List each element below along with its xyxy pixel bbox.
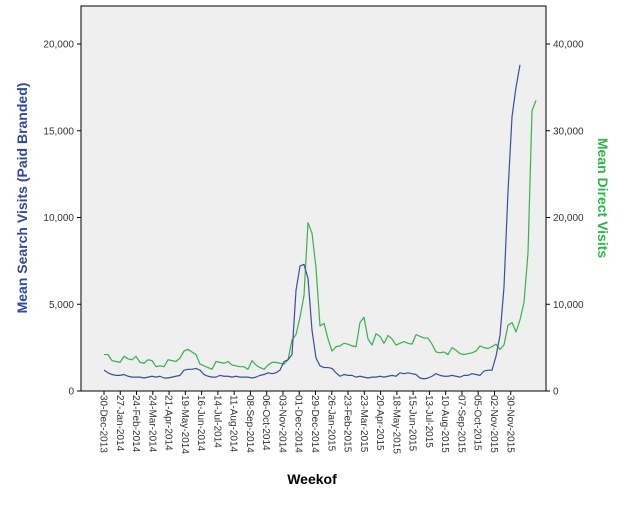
x-tick-label: 23-Feb-2015 xyxy=(342,395,353,453)
x-tick-label: 13-Jul-2015 xyxy=(423,395,434,448)
y-right-tick-label: 20,000 xyxy=(553,213,584,224)
x-tick-label: 05-Oct-2015 xyxy=(472,395,483,451)
plot-area xyxy=(80,5,547,392)
x-tick-label: 02-Nov-2015 xyxy=(488,395,499,453)
y-right-tick-label: 10,000 xyxy=(553,300,584,311)
x-tick-label: 30-Nov-2015 xyxy=(504,395,515,453)
x-tick-label: 21-Apr-2014 xyxy=(163,395,174,451)
y-left-tick-label: 10,000 xyxy=(43,213,74,224)
y-right-axis-title: Mean Direct Visits xyxy=(595,138,611,259)
x-tick-label: 18-May-2015 xyxy=(390,395,401,454)
x-tick-label: 08-Sep-2014 xyxy=(244,395,255,453)
y-right-axis: 0 10,000 20,000 30,000 40,000 xyxy=(546,40,584,398)
y-left-axis: 0 5,000 10,000 15,000 20,000 xyxy=(43,40,81,398)
y-left-tick-label: 0 xyxy=(68,387,74,398)
y-left-tick-label: 20,000 xyxy=(43,40,74,51)
y-right-tick-label: 40,000 xyxy=(553,40,584,51)
x-axis: 30-Dec-2013 27-Jan-2014 24-Feb-2014 24-Mar-… xyxy=(98,391,515,454)
x-tick-label: 30-Dec-2013 xyxy=(98,395,109,453)
x-tick-label: 27-Jan-2014 xyxy=(114,395,125,452)
x-tick-label: 10-Aug-2015 xyxy=(439,395,450,453)
x-tick-label: 24-Feb-2014 xyxy=(130,395,141,453)
x-tick-label: 11-Aug-2014 xyxy=(228,395,239,453)
y-left-axis-title: Mean Search Visits (Paid Branded) xyxy=(14,83,30,314)
x-tick-label: 03-Nov-2014 xyxy=(276,395,287,453)
x-tick-label: 16-Jun-2014 xyxy=(195,395,206,452)
x-tick-label: 07-Sep-2015 xyxy=(455,395,466,453)
y-left-tick-label: 5,000 xyxy=(49,300,74,311)
y-right-tick-label: 0 xyxy=(553,387,559,398)
search-visits-line xyxy=(103,64,521,380)
x-tick-label: 19-May-2014 xyxy=(179,395,190,454)
x-tick-label: 06-Oct-2014 xyxy=(260,395,271,451)
x-axis-title: Weekof xyxy=(287,471,337,487)
x-tick-label: 24-Mar-2014 xyxy=(146,395,157,453)
x-tick-label: 15-Jun-2015 xyxy=(407,395,418,452)
x-tick-label: 01-Dec-2014 xyxy=(293,395,304,453)
x-tick-label: 14-Jul-2014 xyxy=(211,395,222,448)
x-tick-label: 23-Mar-2015 xyxy=(358,395,369,453)
x-tick-label: 29-Dec-2014 xyxy=(309,395,320,453)
y-left-tick-label: 15,000 xyxy=(43,126,74,137)
x-tick-label: 20-Apr-2015 xyxy=(374,395,385,451)
direct-visits-line xyxy=(104,100,537,370)
y-right-tick-label: 30,000 xyxy=(553,126,584,137)
x-tick-label: 26-Jan-2015 xyxy=(325,395,336,452)
